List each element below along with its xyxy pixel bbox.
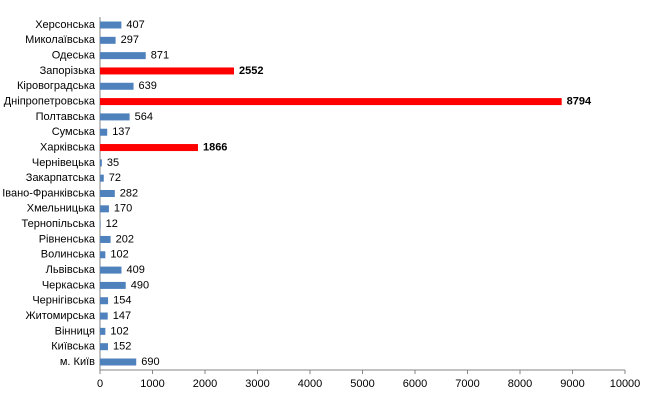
x-tick-label: 2000	[193, 378, 217, 390]
bar	[100, 67, 234, 75]
y-tick-label: Херсонська	[35, 19, 96, 31]
y-tick-label: Закарпатська	[26, 172, 96, 184]
value-label: 409	[126, 264, 144, 276]
bar	[100, 159, 102, 167]
y-tick-label: Рівненська	[39, 233, 96, 245]
bar	[100, 82, 134, 90]
y-tick-label: Івано-Франківська	[2, 187, 96, 199]
bar	[100, 21, 122, 29]
y-tick-label: Черкаська	[42, 279, 96, 291]
value-label: 147	[113, 310, 131, 322]
y-tick-label: Тернопільська	[22, 218, 96, 230]
y-tick-label: Хмельницька	[27, 203, 96, 215]
value-label: 407	[126, 19, 144, 31]
value-label: 490	[131, 279, 149, 291]
x-tick-label: 1000	[140, 378, 164, 390]
value-label: 690	[141, 356, 159, 368]
value-label: 871	[151, 50, 169, 62]
y-tick-label: Житомирська	[25, 310, 95, 322]
x-tick-label: 10000	[610, 378, 641, 390]
x-tick-label: 8000	[508, 378, 532, 390]
bar	[100, 312, 108, 320]
x-tick-label: 0	[97, 378, 103, 390]
y-tick-label: Сумська	[52, 126, 96, 138]
bar	[100, 128, 108, 136]
x-tick-label: 7000	[455, 378, 479, 390]
bar	[100, 36, 116, 44]
value-label: 8794	[567, 95, 592, 107]
y-tick-label: Полтавська	[36, 111, 96, 123]
value-label: 564	[135, 111, 153, 123]
bar	[100, 190, 115, 197]
y-tick-label: Дніпропетровська	[4, 95, 96, 107]
y-tick-label: Кіровоградська	[17, 80, 96, 92]
value-label: 102	[110, 325, 128, 337]
y-tick-label: Запорізька	[40, 65, 96, 77]
value-label: 170	[114, 203, 132, 215]
x-tick-label: 5000	[350, 378, 374, 390]
value-label: 102	[110, 249, 128, 261]
value-label: 1866	[203, 141, 227, 153]
value-label: 297	[121, 34, 139, 46]
y-tick-label: Вінниця	[55, 325, 95, 337]
bar	[100, 144, 198, 152]
bar	[100, 251, 106, 259]
bar	[100, 343, 108, 351]
value-label: 137	[112, 126, 130, 138]
bar	[100, 52, 146, 60]
value-label: 639	[139, 80, 157, 92]
value-label: 35	[107, 157, 119, 169]
bar	[100, 327, 106, 335]
y-tick-label: Харківська	[40, 141, 96, 153]
bar	[100, 98, 562, 106]
y-tick-label: Львівська	[46, 264, 96, 276]
y-tick-label: Миколаївська	[25, 34, 96, 46]
bar	[100, 266, 122, 274]
value-label: 12	[106, 218, 118, 230]
value-label: 282	[120, 187, 138, 199]
y-tick-label: м. Київ	[60, 356, 95, 368]
bar	[100, 174, 104, 182]
x-tick-label: 9000	[560, 378, 584, 390]
bar	[100, 358, 137, 366]
bar	[100, 281, 126, 289]
bar	[100, 297, 109, 305]
y-tick-label: Волинська	[41, 249, 96, 261]
y-tick-label: Київська	[51, 341, 96, 353]
value-label: 202	[116, 233, 134, 245]
x-tick-label: 6000	[403, 378, 427, 390]
y-tick-label: Чернівецька	[32, 157, 96, 169]
value-label: 152	[113, 341, 131, 353]
value-label: 2552	[239, 65, 263, 77]
x-tick-label: 3000	[245, 378, 269, 390]
value-label: 72	[109, 172, 121, 184]
bar	[100, 235, 111, 243]
bar	[100, 205, 109, 213]
y-tick-label: Чернігівська	[32, 295, 96, 307]
bar	[100, 220, 101, 228]
y-tick-label: Одеська	[52, 50, 96, 62]
bar	[100, 113, 130, 121]
value-label: 154	[113, 295, 131, 307]
x-tick-label: 4000	[298, 378, 322, 390]
